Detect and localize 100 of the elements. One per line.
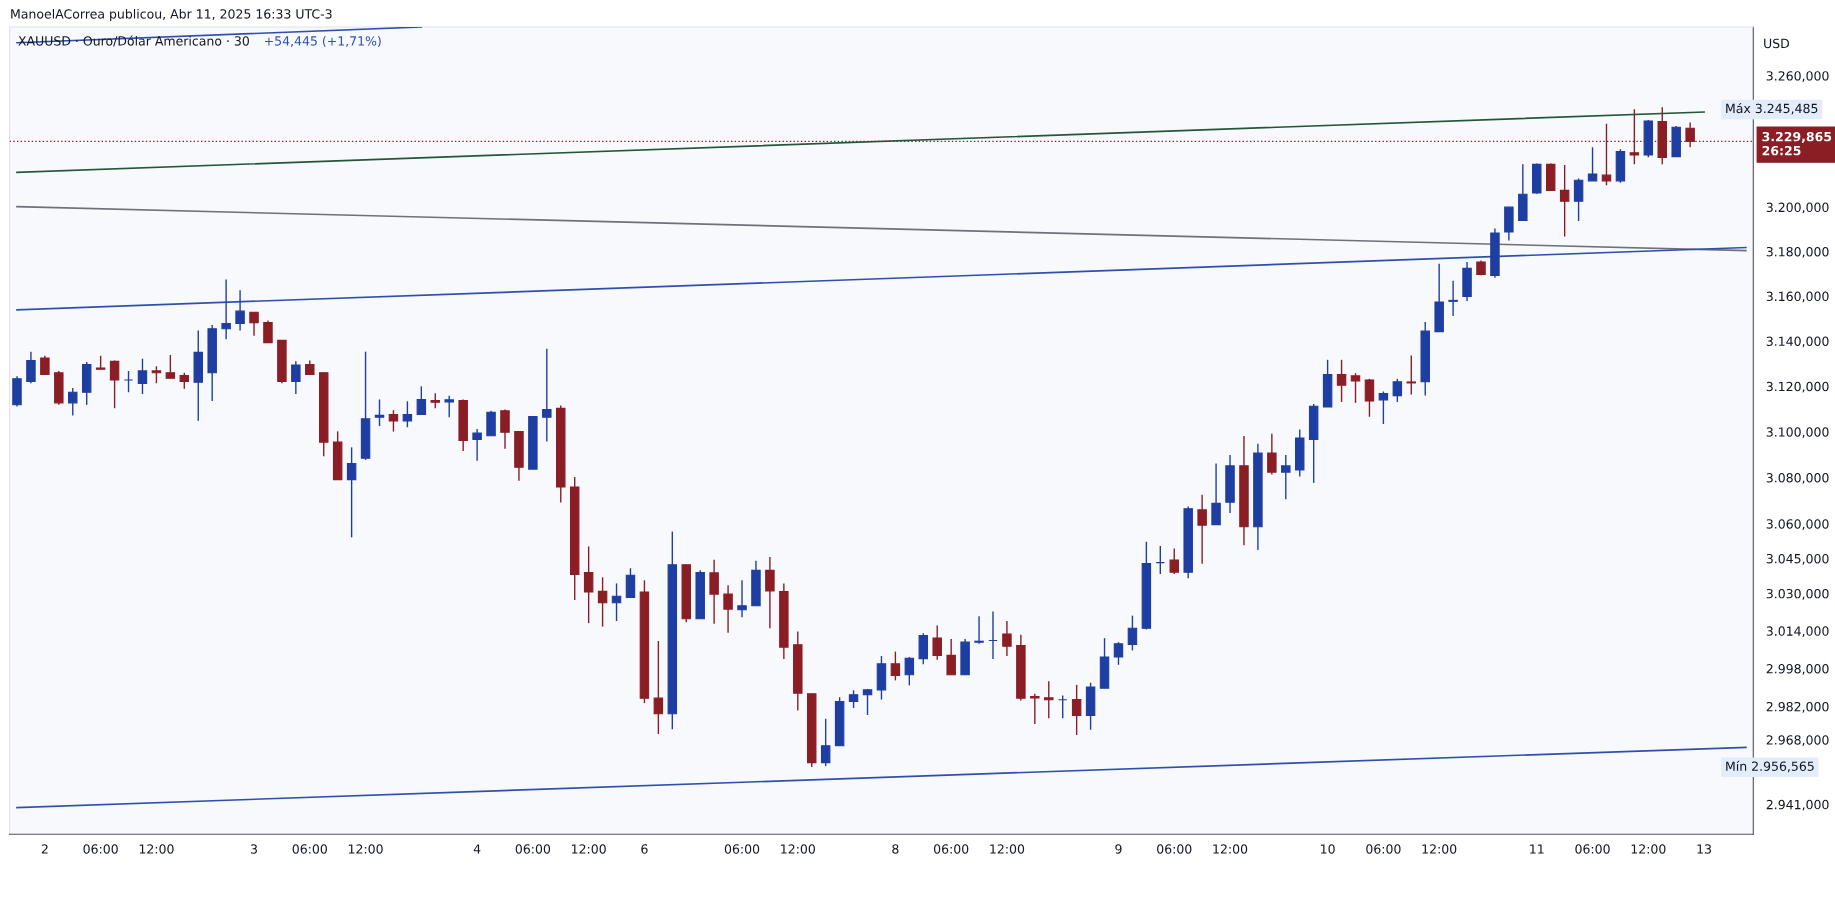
candlestick <box>1071 684 1082 736</box>
candlestick <box>737 579 747 618</box>
candlestick <box>416 385 427 416</box>
candlestick <box>1336 359 1347 403</box>
x-tick-label: 13 <box>1697 844 1712 854</box>
candlestick <box>1002 620 1012 657</box>
candlestick <box>709 558 719 625</box>
candlestick <box>291 360 301 395</box>
candlestick <box>249 311 259 337</box>
candlestick <box>486 410 496 437</box>
x-tick-label: 2 <box>41 844 48 854</box>
y-tick-label: 3.260,000 <box>1766 71 1829 82</box>
y-tick-label: 3.200,000 <box>1766 202 1829 214</box>
candlestick <box>1406 354 1417 396</box>
candlestick <box>1350 372 1361 404</box>
x-tick-label: 06:00 <box>1575 844 1610 854</box>
x-tick-label: 8 <box>892 844 899 854</box>
candlestick <box>932 624 942 661</box>
y-tick-label: 3.140,000 <box>1766 336 1829 348</box>
candlestick <box>1113 641 1124 666</box>
y-tick-label: 3.180,000 <box>1766 246 1829 258</box>
candlestick <box>1197 494 1207 565</box>
y-tick-label: 2.982,000 <box>1766 701 1829 713</box>
x-tick-label: 9 <box>1115 844 1122 854</box>
candlestick <box>1169 547 1179 575</box>
y-tick-label: 2.968,000 <box>1766 735 1829 746</box>
candlestick <box>820 718 831 767</box>
x-tick-label: 06:00 <box>1157 844 1192 854</box>
annotation: Mín 2.956,565 <box>1726 760 1814 773</box>
x-tick-label: 06:00 <box>292 844 327 854</box>
candlestick <box>1392 378 1403 403</box>
x-tick-label: 11 <box>1530 844 1544 854</box>
x-tick-label: 6 <box>641 844 648 854</box>
x-tick-label: 12:00 <box>1422 844 1457 854</box>
candlestick <box>1044 680 1054 719</box>
x-tick-label: 12:00 <box>139 844 174 854</box>
candlestick <box>1573 177 1584 222</box>
x-tick-label: 12:00 <box>572 844 606 854</box>
x-tick-label: 4 <box>473 844 481 854</box>
candlestick <box>1281 454 1291 500</box>
candlestick <box>388 409 399 433</box>
candlestick <box>542 348 552 443</box>
annotation: Máx 3.245,485 <box>1726 102 1818 115</box>
candlestick <box>1559 164 1570 238</box>
y-tick-label: 2.941,000 <box>1766 799 1829 811</box>
candlestick <box>1211 462 1221 526</box>
candlestick <box>472 428 482 462</box>
candlestick <box>1378 390 1389 425</box>
candlestick <box>862 688 873 716</box>
ref-line-label: 3.229,865 26:25 <box>1762 131 1832 156</box>
candlestick <box>625 567 636 599</box>
candlestick <box>109 359 120 410</box>
candlestick <box>1448 280 1458 317</box>
candlestick <box>221 278 231 340</box>
candlestick <box>1267 433 1277 476</box>
candlestick <box>1364 378 1375 418</box>
y-tick-label: 3.014,000 <box>1766 626 1829 638</box>
x-tick-label: 3 <box>251 844 257 854</box>
candlestick <box>123 370 134 393</box>
y-tick-label: 3.160,000 <box>1766 291 1829 303</box>
candlestick <box>402 400 413 428</box>
candlestick <box>40 355 50 376</box>
candlestick <box>583 545 594 624</box>
candlestick <box>918 632 929 666</box>
candlestick <box>263 319 273 344</box>
candlestick <box>1030 693 1040 725</box>
candlestick <box>500 408 510 450</box>
candlestick <box>765 556 775 630</box>
y-tick-label: 3.045,000 <box>1766 553 1829 565</box>
candlestick <box>904 656 915 687</box>
candlestick <box>165 354 176 379</box>
candlestick <box>346 446 357 539</box>
y-tick-label: 3.100,000 <box>1766 427 1829 438</box>
candlestick <box>1587 146 1598 182</box>
x-tick-label: 12:00 <box>781 844 815 854</box>
y-axis-title: USD <box>1764 38 1790 49</box>
x-tick-label: 06:00 <box>515 844 551 854</box>
candlestick <box>946 638 956 676</box>
candlestick <box>1127 614 1138 652</box>
candlestick <box>723 584 733 634</box>
y-tick-label: 3.060,000 <box>1766 519 1829 530</box>
x-tick-label: 06:00 <box>724 844 760 854</box>
x-tick-label: 06:00 <box>1366 844 1401 854</box>
x-tick-label: 06:00 <box>933 844 969 854</box>
y-tick-label: 3.080,000 <box>1766 473 1829 484</box>
x-tick-label: 12:00 <box>1631 844 1666 854</box>
candlestick <box>890 650 901 682</box>
text: ManoelACorrea publicou, Abr 11, 2025 16:33 UTC-3 <box>11 8 332 22</box>
x-tick-label: 10 <box>1321 844 1335 854</box>
candlestick <box>235 289 245 332</box>
candlestick <box>974 615 984 645</box>
candlestick <box>374 398 385 427</box>
candlestick <box>597 576 608 628</box>
x-tick-label: 12:00 <box>348 844 383 854</box>
candlestick <box>26 350 36 385</box>
candlestick <box>653 640 664 735</box>
candlestick <box>137 357 148 395</box>
y-tick-label: 2.998,000 <box>1766 664 1829 675</box>
x-tick-label: 06:00 <box>83 844 118 854</box>
y-tick-label: 3.030,000 <box>1766 588 1829 600</box>
